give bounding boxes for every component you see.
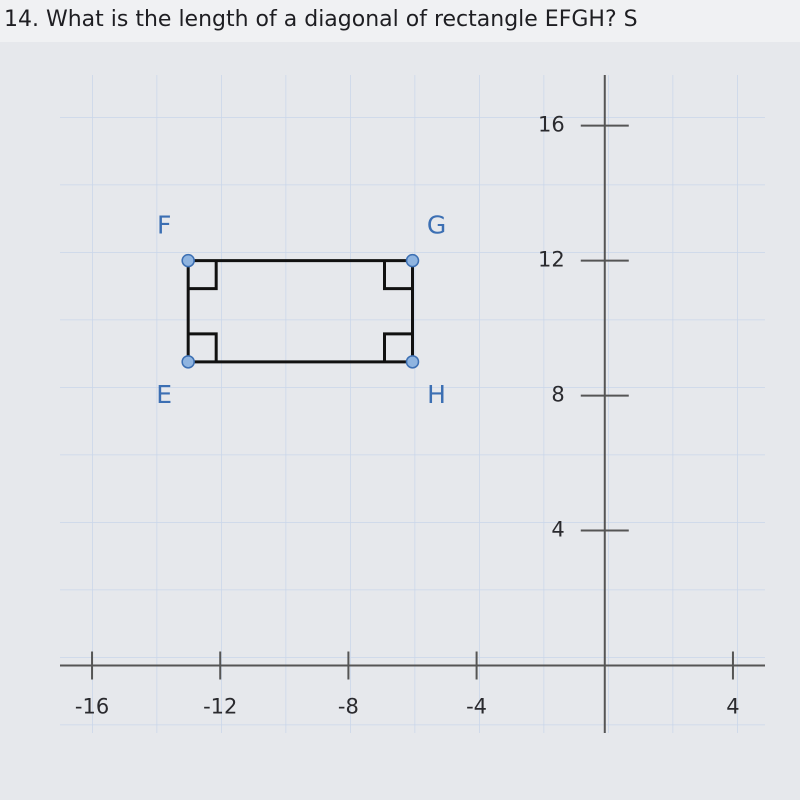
vertex-point bbox=[181, 355, 195, 369]
x-tick-label: -16 bbox=[75, 695, 109, 719]
x-tick-label: -12 bbox=[203, 695, 237, 719]
x-tick-label: 4 bbox=[726, 695, 739, 719]
right-angle-marker bbox=[188, 332, 218, 362]
vertex-label: E bbox=[156, 380, 172, 409]
question-title: 14. What is the length of a diagonal of … bbox=[4, 7, 638, 32]
y-tick-label: 4 bbox=[551, 518, 564, 542]
header-band bbox=[0, 0, 800, 42]
right-angle-marker bbox=[383, 260, 413, 291]
right-angle-marker bbox=[383, 332, 413, 362]
grid bbox=[60, 75, 765, 733]
vertex-label: H bbox=[427, 380, 446, 409]
y-tick-label: 12 bbox=[538, 248, 565, 272]
vertex-point bbox=[405, 355, 420, 369]
vertex-point bbox=[181, 253, 195, 268]
vertex-point bbox=[405, 253, 420, 268]
y-tick-label: 16 bbox=[538, 113, 565, 137]
y-tick-label: 8 bbox=[551, 383, 564, 407]
right-angle-marker bbox=[188, 260, 218, 291]
plot-area: -16 -12 -8 -4 4 4 8 12 16 E F G H bbox=[60, 75, 765, 733]
vertex-label: F bbox=[157, 211, 171, 240]
x-tick-label: -4 bbox=[466, 695, 487, 719]
x-tick-label: -8 bbox=[338, 695, 359, 719]
vertex-label: G bbox=[427, 211, 446, 240]
